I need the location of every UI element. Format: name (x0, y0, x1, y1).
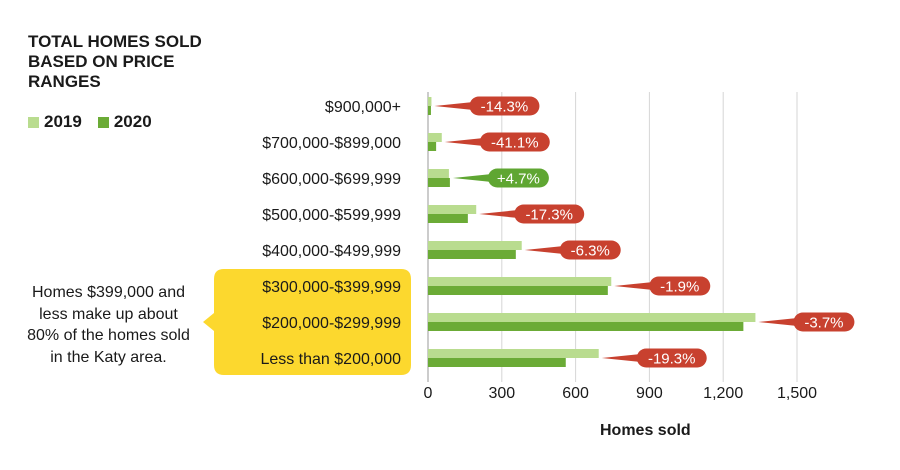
bar-2019 (428, 241, 522, 250)
change-pointer (601, 354, 641, 362)
change-pill (559, 240, 621, 260)
legend-item-2019: 2019 (28, 112, 82, 132)
legend-label-2019: 2019 (44, 112, 82, 131)
change-pill (469, 96, 540, 116)
x-tick-label: 300 (488, 385, 515, 402)
change-label: -3.7% (804, 315, 843, 332)
category-label: Less than $200,000 (260, 351, 401, 368)
change-pointer (614, 282, 654, 290)
bar-2019 (428, 97, 432, 106)
bar-2020 (428, 250, 516, 259)
bar-2020 (428, 142, 437, 151)
change-pointer (452, 174, 492, 182)
legend-swatch-2019 (28, 116, 39, 128)
change-pointer (479, 210, 519, 218)
bar-2020 (428, 214, 468, 223)
legend-item-2020: 2020 (97, 112, 152, 132)
change-label: +4.7% (497, 171, 540, 188)
change-pointer (758, 318, 798, 326)
bar-2020 (428, 178, 450, 187)
change-label: -17.3% (525, 207, 573, 224)
x-tick-label: 1,500 (777, 385, 817, 402)
change-label: -14.3% (481, 99, 529, 116)
x-axis-title: Homes sold (600, 422, 691, 439)
bar-2019 (428, 133, 442, 142)
chart-title: TOTAL HOMES SOLD BASED ON PRICE RANGES (28, 32, 202, 91)
legend-label-2020: 2020 (113, 112, 152, 131)
legend: 2019 2020 (28, 112, 152, 132)
change-pointer (524, 246, 564, 254)
x-tick-label: 900 (636, 385, 663, 402)
change-pill (514, 204, 585, 224)
legend-swatch-2020 (97, 116, 109, 128)
bar-2020 (428, 358, 566, 367)
change-label: -41.1% (491, 135, 539, 152)
change-pill (487, 168, 549, 188)
change-pill (479, 132, 550, 152)
bar-2019 (428, 169, 449, 178)
change-pointer (434, 102, 474, 110)
annotation-note: Homes $399,000 and less make up about 80… (27, 284, 190, 366)
category-label: $700,000-$899,000 (262, 135, 401, 152)
change-label: -19.3% (648, 351, 696, 368)
change-pill (793, 312, 855, 332)
bar-2020 (428, 322, 744, 331)
category-label: $600,000-$699,999 (262, 171, 401, 188)
highlight-callout (203, 269, 411, 375)
x-tick-label: 600 (562, 385, 589, 402)
x-tick-label: 0 (424, 385, 433, 402)
category-label: $900,000+ (325, 99, 401, 116)
x-tick-label: 1,200 (703, 385, 743, 402)
category-label: $200,000-$299,999 (262, 315, 401, 332)
category-label: $300,000-$399,999 (262, 279, 401, 296)
change-label: -6.3% (571, 243, 610, 260)
bar-2020 (428, 286, 608, 295)
bar-2019 (428, 277, 612, 286)
bar-2020 (428, 106, 431, 115)
category-label: $400,000-$499,999 (262, 243, 401, 260)
change-pill (636, 348, 707, 368)
category-label: $500,000-$599,999 (262, 207, 401, 224)
bar-2019 (428, 205, 477, 214)
bar-2019 (428, 313, 756, 322)
bar-2019 (428, 349, 599, 358)
change-pointer (444, 138, 484, 146)
change-label: -1.9% (660, 279, 699, 296)
change-pill (649, 276, 711, 296)
